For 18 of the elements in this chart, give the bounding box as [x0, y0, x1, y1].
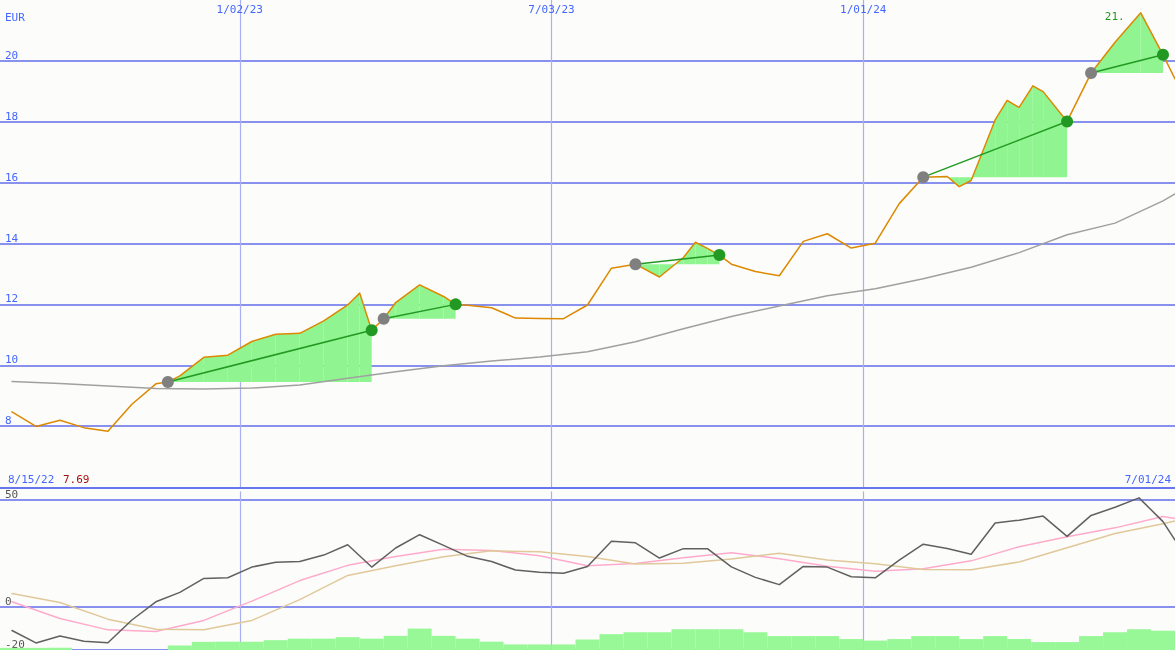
y-tick-label: 0: [5, 595, 12, 609]
y-tick-label: 20: [5, 48, 19, 62]
x-tick-label: 1/02/23: [216, 3, 263, 16]
y-tick-label: 16: [5, 170, 19, 184]
y-tick-label: 50: [5, 488, 19, 501]
annotation: 8/15/22: [8, 473, 55, 486]
y-tick-label: -20: [5, 638, 25, 650]
x-tick-label: 7/03/23: [528, 3, 575, 16]
y-tick-label: 10: [5, 353, 19, 367]
annotation: 7.69: [63, 473, 90, 486]
y-tick-label: 12: [5, 292, 19, 306]
x-tick-label: 1/01/24: [840, 3, 887, 16]
y-tick-label: 14: [5, 231, 19, 245]
annotation: 7/01/24: [1124, 473, 1172, 486]
y-axis-title: EUR: [5, 11, 26, 24]
y-tick-label: 8: [5, 414, 12, 428]
y-tick-label: 18: [5, 109, 19, 123]
annotation: 21.: [1104, 9, 1125, 23]
